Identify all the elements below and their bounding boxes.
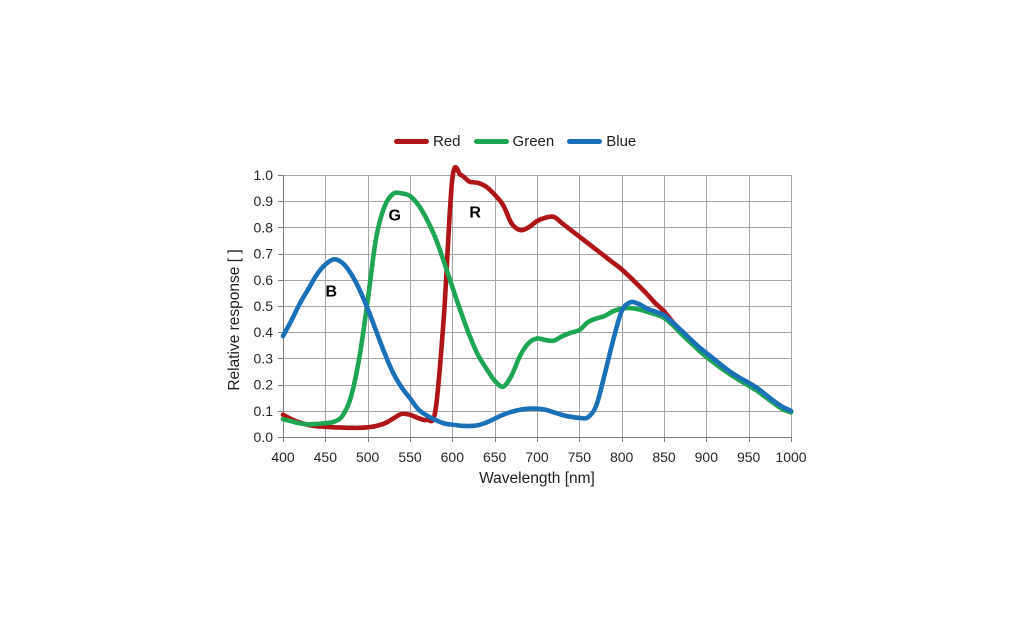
curve-label-g: G (389, 207, 401, 224)
legend-swatch-green (473, 139, 509, 144)
x-tick-label: 850 (652, 449, 676, 465)
legend-label-red: Red (433, 133, 461, 150)
y-axis-title: Relative response [ ] (226, 249, 243, 391)
x-tick-label: 500 (356, 449, 380, 465)
y-tick-label: 0.3 (254, 350, 274, 366)
x-tick-label: 750 (568, 449, 592, 465)
series-line-green (280, 190, 794, 427)
y-tick-label: 0.6 (254, 272, 274, 288)
legend-item-green: Green (473, 133, 555, 150)
curve-label-r: R (469, 205, 481, 222)
y-tick-label: 0.7 (254, 246, 274, 262)
y-tick-label: 0.5 (254, 298, 274, 314)
x-tick-label: 600 (441, 449, 465, 465)
legend-label-blue: Blue (606, 133, 637, 150)
x-tick-label: 700 (525, 449, 549, 465)
x-tick-label: 1000 (775, 449, 806, 465)
y-tick-label: 0.1 (254, 403, 274, 419)
x-axis-title: Wavelength [nm] (479, 470, 595, 487)
x-tick-label: 550 (398, 449, 422, 465)
legend-label-green: Green (512, 133, 555, 150)
curve-label-b: B (325, 283, 337, 300)
y-tick-label: 1.0 (254, 167, 274, 183)
legend-item-red: Red (394, 133, 461, 150)
y-tick-label: 0.4 (254, 324, 274, 340)
y-tick-label: 0.9 (254, 193, 274, 209)
x-tick-label: 900 (695, 449, 719, 465)
legend: Red Green Blue (394, 133, 636, 150)
x-tick-label: 800 (610, 449, 634, 465)
legend-item-blue: Blue (567, 133, 636, 150)
x-tick-label: 650 (483, 449, 507, 465)
legend-swatch-blue (567, 139, 603, 144)
series-line-blue (280, 257, 794, 429)
x-tick-label: 950 (737, 449, 761, 465)
x-tick-label: 400 (271, 449, 295, 465)
y-tick-label: 0.0 (254, 429, 274, 445)
legend-swatch-red (394, 139, 429, 144)
x-tick-label: 450 (314, 449, 338, 465)
y-tick-label: 0.2 (254, 377, 274, 393)
y-tick-label: 0.8 (254, 219, 274, 235)
